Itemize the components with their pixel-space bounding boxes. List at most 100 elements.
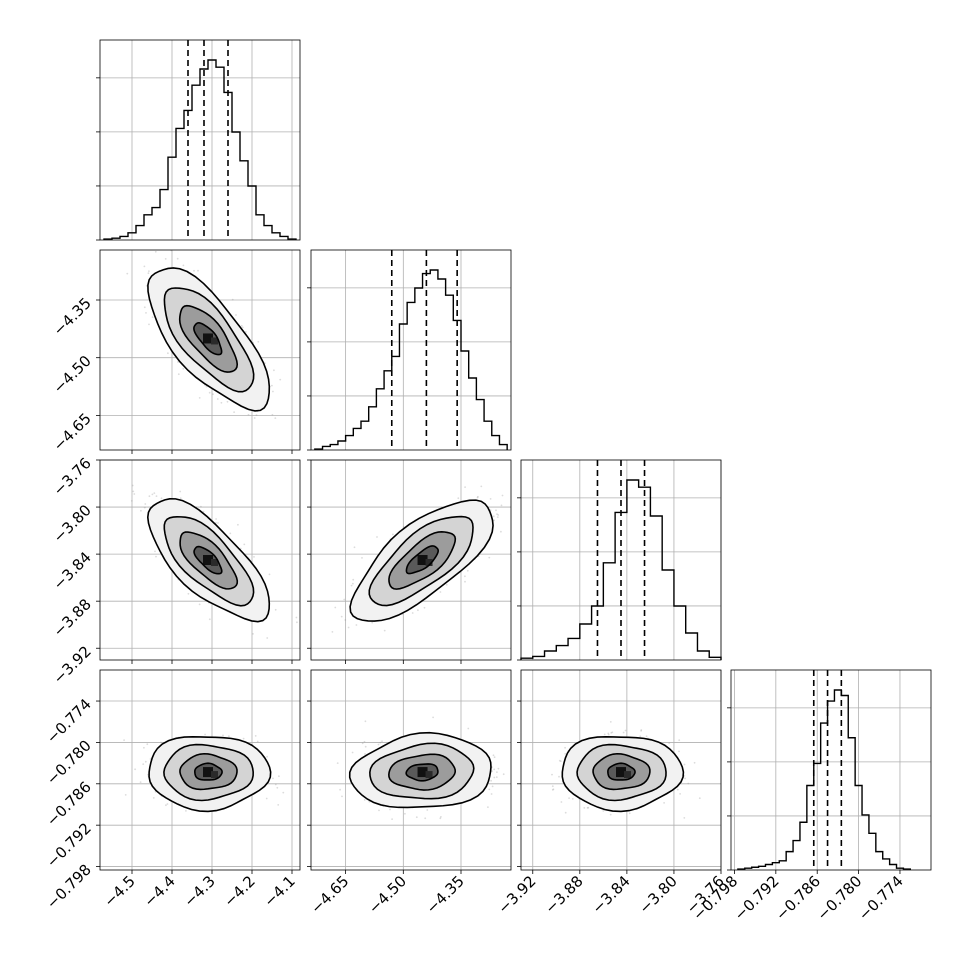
scatter-point	[215, 518, 218, 520]
joint-panel-1-3	[99, 459, 301, 661]
scatter-point	[146, 743, 149, 746]
joint-panel-1-2	[99, 249, 301, 451]
joint-panel-1-4	[99, 669, 301, 871]
scatter-point	[350, 584, 353, 587]
scatter-point	[266, 637, 269, 639]
scatter-point	[611, 731, 614, 734]
scatter-point	[492, 754, 495, 757]
scatter-point	[495, 509, 497, 512]
joint-panel-3-4	[520, 669, 728, 871]
scatter-point	[371, 621, 374, 624]
y-tick-label: −0.780	[43, 737, 95, 789]
scatter-point	[339, 788, 341, 791]
scatter-point	[343, 598, 346, 601]
scatter-point	[355, 624, 358, 626]
scatter-point	[167, 352, 169, 355]
scatter-point	[198, 397, 201, 399]
scatter-point	[490, 779, 492, 782]
scatter-point	[278, 775, 280, 778]
contour-line	[368, 515, 474, 607]
scatter-point	[237, 523, 239, 526]
histogram-step	[737, 689, 912, 870]
contour-line	[576, 743, 667, 802]
scatter-point	[139, 781, 142, 783]
scatter-point	[551, 789, 554, 791]
scatter-point	[477, 452, 479, 454]
scatter-point	[142, 763, 145, 765]
scatter-point	[145, 312, 147, 314]
y-tick-label: −3.76	[50, 454, 95, 499]
scatter-point	[500, 530, 502, 533]
scatter-point	[228, 735, 230, 738]
density-peak	[211, 559, 218, 566]
scatter-point	[274, 417, 277, 419]
x-tick-label: −4.50	[365, 872, 410, 917]
contour-line	[147, 267, 271, 412]
scatter-point	[265, 797, 268, 800]
contour-line	[146, 497, 271, 623]
scatter-point	[268, 573, 271, 576]
scatter-point	[295, 616, 298, 619]
scatter-point	[208, 391, 211, 394]
scatter-point	[622, 731, 625, 734]
density-peak	[425, 771, 433, 779]
scatter-point	[391, 818, 393, 820]
scatter-point	[487, 806, 489, 808]
scatter-point	[205, 385, 208, 388]
scatter-point	[426, 809, 429, 811]
density-peak	[203, 333, 213, 344]
scatter-point	[272, 777, 274, 780]
scatter-point	[239, 547, 242, 550]
scatter-point	[564, 746, 566, 749]
scatter-point	[352, 578, 355, 581]
scatter-point	[231, 298, 234, 301]
scatter-point	[477, 495, 479, 498]
y-tick-label: −3.88	[50, 595, 95, 640]
scatter-point	[182, 264, 185, 267]
scatter-point	[212, 393, 214, 396]
joint-content	[336, 716, 505, 820]
scatter-point	[151, 493, 154, 496]
scatter-point	[687, 782, 690, 785]
scatter-point	[363, 799, 366, 801]
scatter-point	[166, 803, 169, 805]
scatter-point	[341, 795, 343, 798]
scatter-point	[726, 785, 728, 787]
contour-line	[194, 762, 223, 781]
scatter-point	[240, 324, 243, 327]
x-tick-label: −3.88	[541, 872, 586, 917]
scatter-point	[229, 532, 232, 535]
scatter-point	[379, 741, 382, 744]
scatter-point	[480, 485, 483, 488]
contour-line	[163, 516, 255, 607]
scatter-point	[383, 629, 386, 632]
scatter-point	[256, 740, 259, 743]
scatter-point	[502, 773, 505, 776]
scatter-point	[147, 272, 150, 275]
scatter-point	[558, 775, 560, 778]
density-peak	[203, 767, 213, 778]
scatter-point	[517, 480, 519, 482]
scatter-point	[160, 741, 162, 744]
density-peak	[425, 559, 433, 566]
scatter-point	[602, 810, 605, 812]
scatter-point	[392, 533, 394, 536]
scatter-point	[559, 760, 562, 763]
scatter-point	[492, 515, 495, 518]
contour-line	[148, 735, 272, 813]
scatter-point	[501, 494, 504, 497]
scatter-point	[440, 816, 442, 818]
contour-line	[348, 731, 492, 809]
scatter-point	[445, 583, 448, 586]
scatter-point	[476, 496, 479, 499]
x-tick-label: −4.4	[140, 872, 178, 910]
scatter-point	[193, 269, 195, 272]
scatter-point	[179, 490, 182, 493]
scatter-point	[684, 777, 686, 780]
y-tick-label: −3.92	[50, 642, 95, 687]
scatter-point	[558, 759, 561, 762]
panel-frame	[99, 669, 301, 871]
contour-line	[179, 531, 239, 590]
scatter-point	[164, 258, 167, 260]
joint-content	[331, 452, 519, 633]
